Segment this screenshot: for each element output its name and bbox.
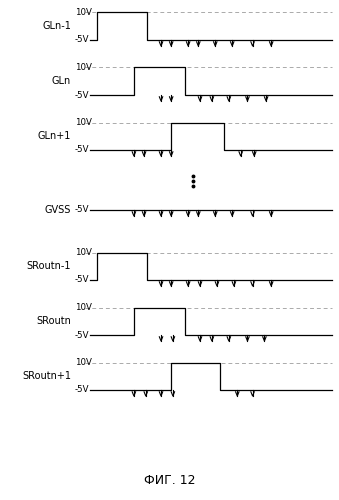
Text: SRoutn: SRoutn bbox=[36, 316, 71, 326]
Text: GLn-1: GLn-1 bbox=[42, 21, 71, 31]
Text: GVSS: GVSS bbox=[45, 205, 71, 215]
Text: -5V: -5V bbox=[75, 276, 89, 284]
Text: GLn+1: GLn+1 bbox=[38, 132, 71, 141]
Text: GLn: GLn bbox=[52, 76, 71, 86]
Text: 10V: 10V bbox=[75, 248, 92, 257]
Text: SRoutn+1: SRoutn+1 bbox=[22, 371, 71, 381]
Text: SRoutn-1: SRoutn-1 bbox=[27, 261, 71, 271]
Text: 10V: 10V bbox=[75, 118, 92, 127]
Text: -5V: -5V bbox=[75, 146, 89, 154]
Text: 10V: 10V bbox=[75, 358, 92, 367]
Text: -5V: -5V bbox=[75, 330, 89, 340]
Text: -5V: -5V bbox=[75, 206, 89, 214]
Text: 10V: 10V bbox=[75, 303, 92, 312]
Text: ФИГ. 12: ФИГ. 12 bbox=[144, 474, 195, 488]
Text: 10V: 10V bbox=[75, 8, 92, 17]
Text: -5V: -5V bbox=[75, 386, 89, 394]
Text: -5V: -5V bbox=[75, 36, 89, 44]
Text: -5V: -5V bbox=[75, 90, 89, 100]
Text: 10V: 10V bbox=[75, 63, 92, 72]
